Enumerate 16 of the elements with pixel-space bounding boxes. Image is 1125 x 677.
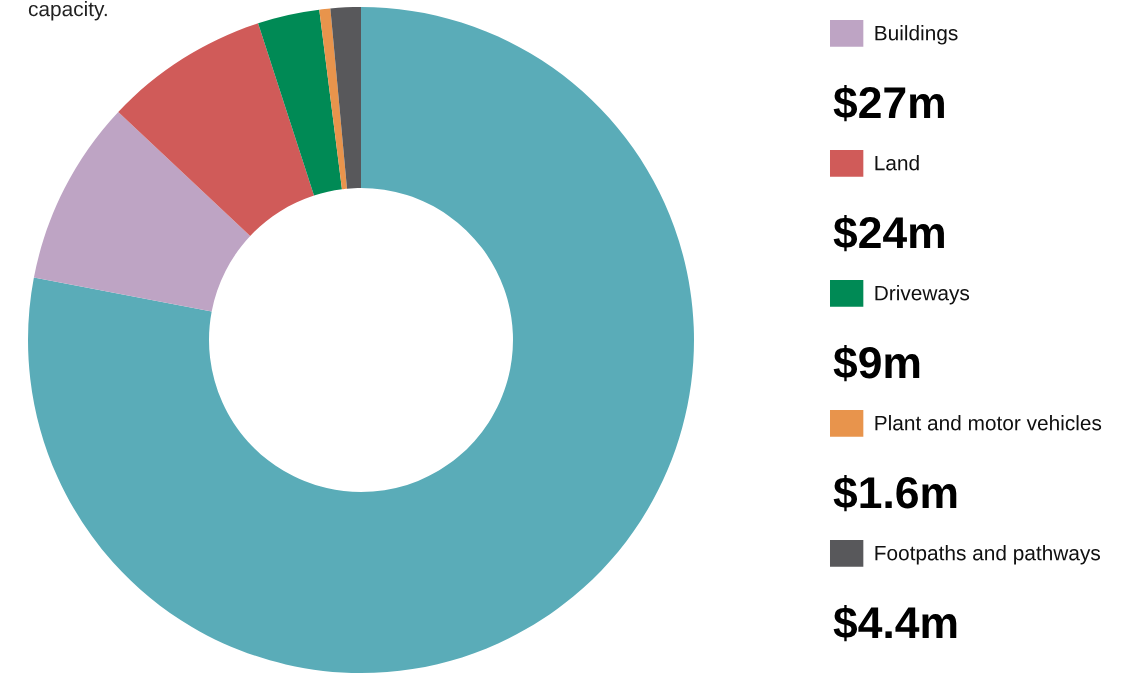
donut-slice: [258, 9, 342, 196]
data-label: $4.4m: [833, 605, 957, 642]
donut-slice: [33, 112, 251, 312]
legend-label: Buildings: [875, 25, 958, 45]
data-label: $1.6m: [833, 475, 957, 512]
data-label: $9m: [833, 345, 920, 382]
data-label: $27m: [833, 85, 944, 122]
legend-label: Driveways: [875, 285, 970, 305]
legend-label: Footpaths and pathways: [875, 545, 1100, 565]
donut-slice: [319, 8, 348, 190]
legend-label: Land: [875, 155, 919, 171]
text: capacity.: [28, 1, 107, 21]
donut-slice: [330, 7, 361, 189]
donut-slice: [118, 23, 315, 236]
data-label: $24m: [833, 215, 944, 252]
legend-label: Plant and motor vehicles: [875, 415, 1102, 431]
